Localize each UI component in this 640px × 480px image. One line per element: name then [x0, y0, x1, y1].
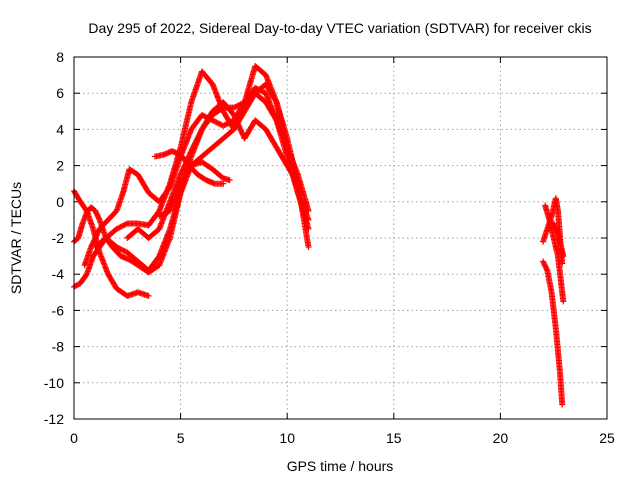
y-tick-label: -12 — [44, 411, 64, 427]
y-tick-label: -6 — [52, 302, 65, 318]
data-point — [201, 113, 208, 120]
series-track-6 — [124, 99, 301, 241]
data-point — [210, 118, 217, 125]
data-point — [220, 122, 227, 129]
axis-ticks: 0 5 10 15 20 25 -12 -10 -8 -6 -4 -2 0 2 4 6 8 — [44, 49, 615, 446]
y-tick-label: 0 — [56, 194, 64, 210]
y-tick-label: 8 — [56, 49, 64, 65]
data-point — [213, 119, 220, 126]
data-point — [117, 246, 124, 253]
y-tick-label: 2 — [56, 158, 64, 174]
data-point — [121, 248, 128, 255]
data-point — [560, 298, 567, 305]
data-point — [200, 112, 207, 119]
data-point — [198, 111, 205, 118]
x-tick-label: 10 — [279, 430, 295, 446]
data-point — [230, 104, 237, 111]
data-point — [233, 103, 240, 110]
chart-title: Day 295 of 2022, Sidereal Day-to-day VTE… — [88, 20, 591, 36]
data-point — [212, 118, 219, 125]
data-point — [158, 211, 165, 218]
x-tick-label: 15 — [386, 430, 402, 446]
data-point — [559, 401, 566, 408]
data-point — [116, 224, 123, 231]
x-tick-label: 25 — [599, 430, 615, 446]
series-track-12 — [546, 220, 567, 260]
data-point — [305, 225, 312, 232]
data-point — [95, 215, 102, 222]
data-point — [122, 221, 129, 228]
data-point — [118, 223, 125, 230]
data-point — [162, 209, 169, 216]
y-tick-label: -10 — [44, 375, 64, 391]
data-point — [221, 122, 228, 129]
data-point — [157, 212, 164, 219]
y-tick-label: -4 — [52, 266, 65, 282]
data-point — [272, 98, 279, 105]
data-point — [226, 177, 233, 184]
plot-frame — [73, 56, 608, 420]
data-point — [232, 104, 239, 111]
data-point — [118, 246, 125, 253]
data-point — [161, 210, 168, 217]
data-point — [164, 209, 171, 216]
data-point — [156, 213, 163, 220]
data-point — [252, 84, 259, 91]
series-track-8 — [152, 148, 227, 187]
series-track-9 — [540, 258, 566, 408]
data-point — [543, 266, 550, 273]
data-point — [113, 225, 120, 232]
data-point — [117, 223, 124, 230]
x-tick-label: 0 — [70, 430, 78, 446]
series-track-7 — [156, 81, 312, 232]
y-axis-label: SDTVAR / TECUs — [8, 182, 24, 294]
data-point — [209, 117, 216, 124]
data-point — [216, 120, 223, 127]
y-tick-label: 6 — [56, 85, 64, 101]
data-point — [217, 121, 224, 128]
data-point — [114, 225, 121, 232]
data-point — [116, 245, 123, 252]
data-point — [120, 247, 127, 254]
y-tick-label: -8 — [52, 339, 65, 355]
x-tick-label: 5 — [177, 430, 185, 446]
data-point — [120, 222, 127, 229]
data-point — [220, 180, 227, 187]
data-point — [160, 211, 167, 218]
y-tick-label: 4 — [56, 121, 64, 137]
data-points — [71, 63, 567, 408]
series-track-11 — [542, 202, 567, 305]
data-point — [121, 221, 128, 228]
y-tick-label: -2 — [52, 230, 65, 246]
data-point — [214, 120, 221, 127]
data-point — [222, 121, 229, 128]
x-tick-label: 20 — [493, 430, 509, 446]
x-axis-label: GPS time / hours — [287, 458, 394, 474]
grid — [74, 57, 607, 419]
data-point — [145, 292, 152, 299]
data-point — [305, 244, 312, 251]
data-point — [560, 253, 567, 260]
